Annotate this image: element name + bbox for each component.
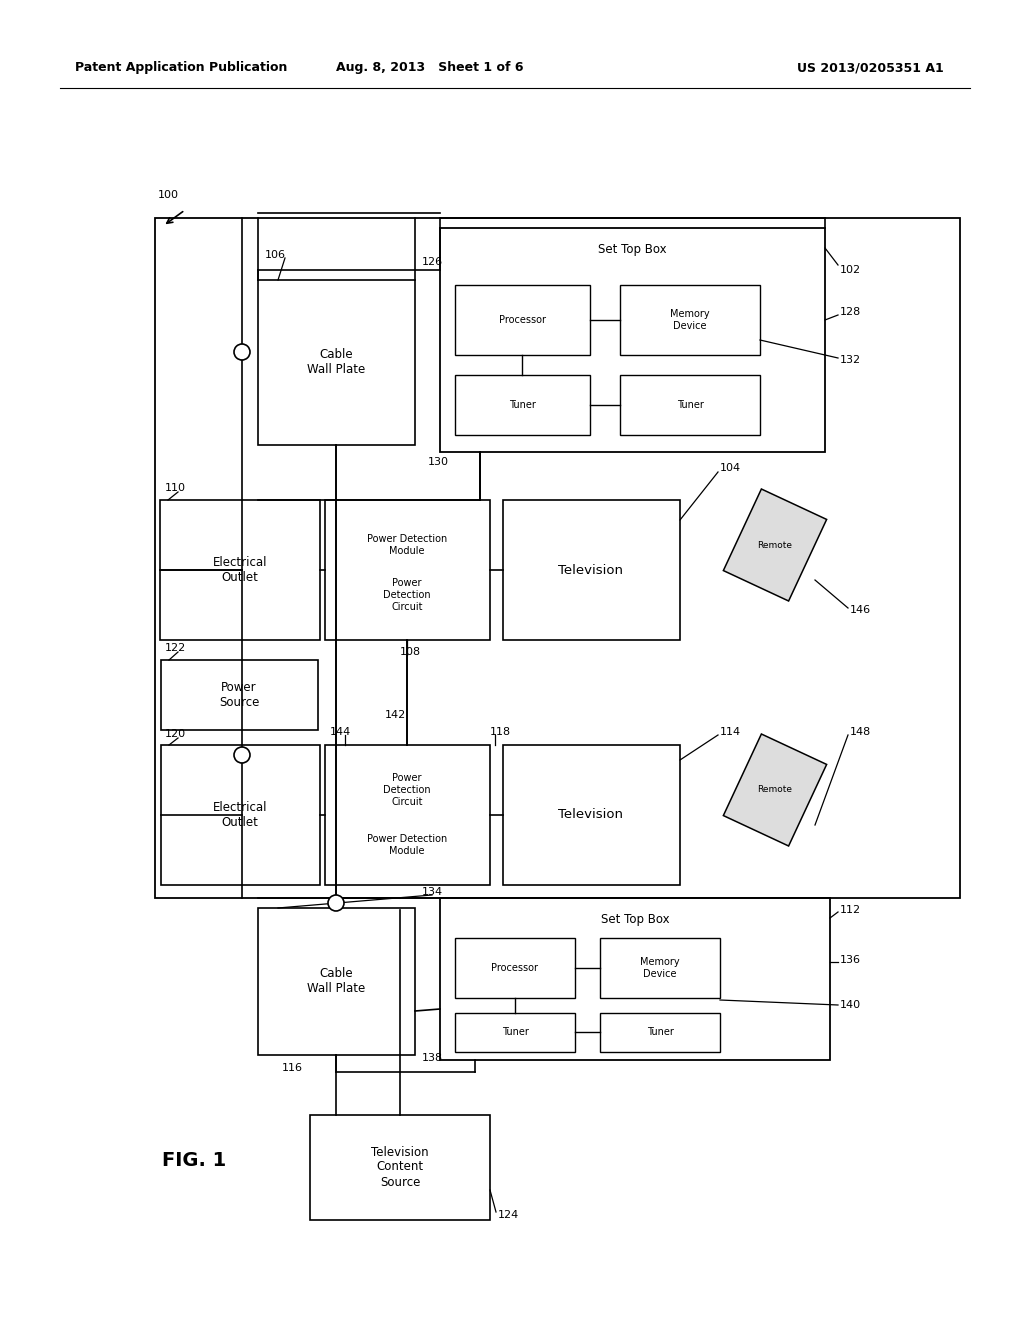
Bar <box>600 1012 720 1052</box>
Text: Cable
Wall Plate: Cable Wall Plate <box>307 348 366 376</box>
Text: 108: 108 <box>400 647 421 657</box>
Circle shape <box>234 747 250 763</box>
Bar <box>503 744 680 884</box>
Text: Tuner: Tuner <box>502 1027 528 1038</box>
Text: 128: 128 <box>840 308 861 317</box>
Text: 102: 102 <box>840 265 861 275</box>
Text: 100: 100 <box>158 190 179 201</box>
Bar <box>455 375 590 436</box>
Text: 146: 146 <box>850 605 871 615</box>
Text: 120: 120 <box>165 729 186 739</box>
Text: Power
Detection
Circuit: Power Detection Circuit <box>383 578 431 611</box>
Bar <box>440 228 825 451</box>
Bar <box>620 375 760 436</box>
Text: Processor: Processor <box>499 315 546 325</box>
Text: Aug. 8, 2013   Sheet 1 of 6: Aug. 8, 2013 Sheet 1 of 6 <box>336 62 523 74</box>
Text: Tuner: Tuner <box>677 400 703 411</box>
Bar <box>455 1012 575 1052</box>
Text: Tuner: Tuner <box>509 400 536 411</box>
Text: 130: 130 <box>428 457 449 467</box>
Text: Television: Television <box>558 564 624 577</box>
Text: Power Detection
Module: Power Detection Module <box>367 535 447 556</box>
Text: Tuner: Tuner <box>646 1027 674 1038</box>
Bar <box>258 280 415 445</box>
Bar <box>723 488 826 601</box>
Text: 132: 132 <box>840 355 861 366</box>
Text: Processor: Processor <box>492 964 539 973</box>
Circle shape <box>328 895 344 911</box>
Text: 136: 136 <box>840 954 861 965</box>
Text: 126: 126 <box>422 257 443 267</box>
Text: 106: 106 <box>265 249 286 260</box>
Text: US 2013/0205351 A1: US 2013/0205351 A1 <box>797 62 943 74</box>
Text: Power Detection
Module: Power Detection Module <box>367 834 447 855</box>
Text: 118: 118 <box>490 727 511 737</box>
Text: 112: 112 <box>840 906 861 915</box>
Text: Patent Application Publication: Patent Application Publication <box>75 62 288 74</box>
Bar <box>155 218 961 898</box>
Text: Television
Content
Source: Television Content Source <box>371 1146 429 1188</box>
Text: 122: 122 <box>165 643 186 653</box>
Text: Television: Television <box>558 808 624 821</box>
Text: Power
Source: Power Source <box>219 681 259 709</box>
Text: Remote: Remote <box>758 540 793 549</box>
Bar <box>455 939 575 998</box>
Bar <box>258 908 415 1055</box>
Text: 140: 140 <box>840 1001 861 1010</box>
Text: 142: 142 <box>385 710 407 719</box>
Text: 134: 134 <box>422 887 443 898</box>
Bar <box>620 285 760 355</box>
Text: Set Top Box: Set Top Box <box>601 913 670 927</box>
Text: Power
Detection
Circuit: Power Detection Circuit <box>383 774 431 807</box>
Text: Electrical
Outlet: Electrical Outlet <box>213 556 267 583</box>
Bar <box>325 500 490 640</box>
Text: 116: 116 <box>282 1063 303 1073</box>
Text: Set Top Box: Set Top Box <box>598 243 667 256</box>
Text: 144: 144 <box>330 727 351 737</box>
Text: 110: 110 <box>165 483 186 492</box>
Text: Memory
Device: Memory Device <box>670 309 710 331</box>
Text: 104: 104 <box>720 463 741 473</box>
Bar <box>723 734 826 846</box>
Bar <box>600 939 720 998</box>
Bar <box>161 660 318 730</box>
Bar <box>455 285 590 355</box>
Text: Remote: Remote <box>758 785 793 795</box>
Text: 138: 138 <box>422 1053 443 1063</box>
Text: Memory
Device: Memory Device <box>640 957 680 979</box>
Bar <box>310 1115 490 1220</box>
Text: FIG. 1: FIG. 1 <box>162 1151 226 1170</box>
Bar <box>440 898 830 1060</box>
Bar <box>160 500 319 640</box>
Circle shape <box>234 345 250 360</box>
Text: 114: 114 <box>720 727 741 737</box>
Bar <box>325 744 490 884</box>
Text: Electrical
Outlet: Electrical Outlet <box>213 801 267 829</box>
Text: 124: 124 <box>498 1210 519 1220</box>
Text: Cable
Wall Plate: Cable Wall Plate <box>307 968 366 995</box>
Text: 148: 148 <box>850 727 871 737</box>
Bar <box>161 744 319 884</box>
Bar <box>503 500 680 640</box>
